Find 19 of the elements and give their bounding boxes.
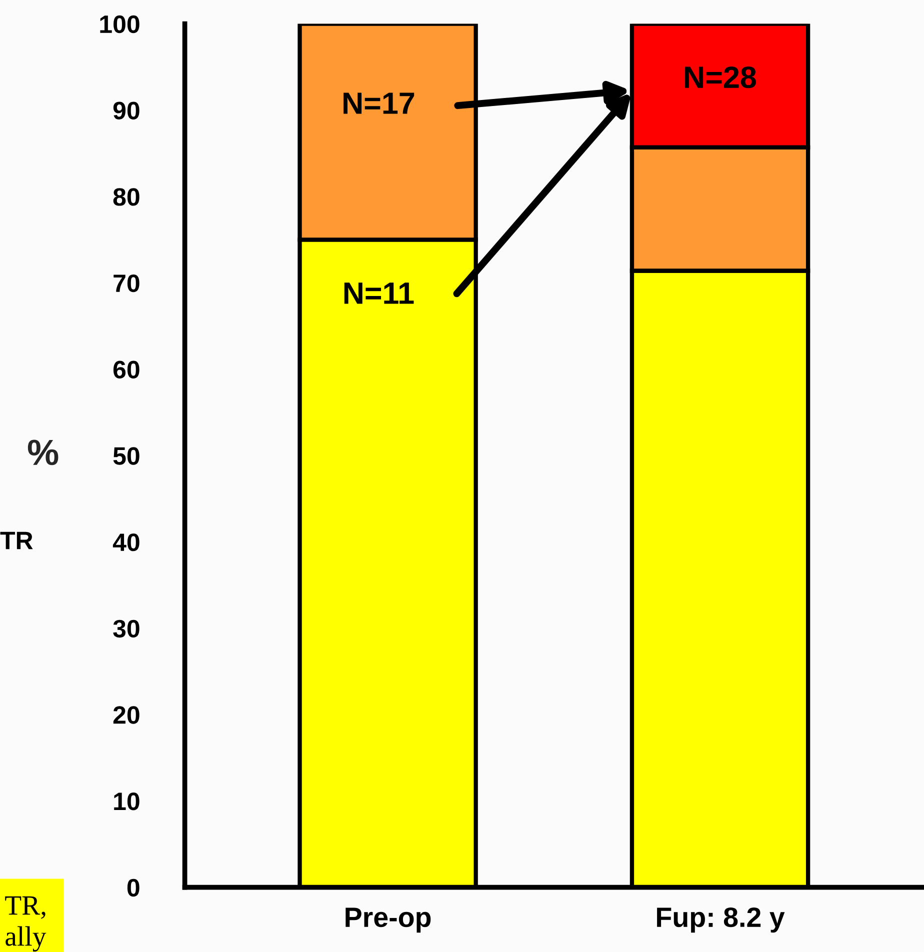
y-tick-label: 50 xyxy=(113,447,140,465)
x-tick-label: Pre-op xyxy=(346,908,431,933)
y-axis-title: % xyxy=(28,440,58,466)
text: TR, ally xyxy=(5,896,46,952)
x-tick-label: Fup: 8.2 y xyxy=(657,907,785,933)
y-tick-label: 20 xyxy=(113,706,140,724)
annotation: N=28 xyxy=(685,66,756,88)
y-tick-label: 60 xyxy=(113,360,140,378)
annotation: N=11 xyxy=(344,282,414,304)
text: TR xyxy=(0,532,33,550)
y-tick-label: 30 xyxy=(113,620,140,638)
y-tick-label: 70 xyxy=(114,274,140,292)
y-tick-label: 80 xyxy=(113,188,140,206)
y-tick-label: 40 xyxy=(112,533,140,552)
y-tick-label: 10 xyxy=(114,792,140,810)
y-tick-label: 90 xyxy=(113,102,140,120)
y-tick-label: 100 xyxy=(100,15,140,34)
y-tick-label: 0 xyxy=(127,878,140,897)
annotation: N=17 xyxy=(344,92,414,114)
